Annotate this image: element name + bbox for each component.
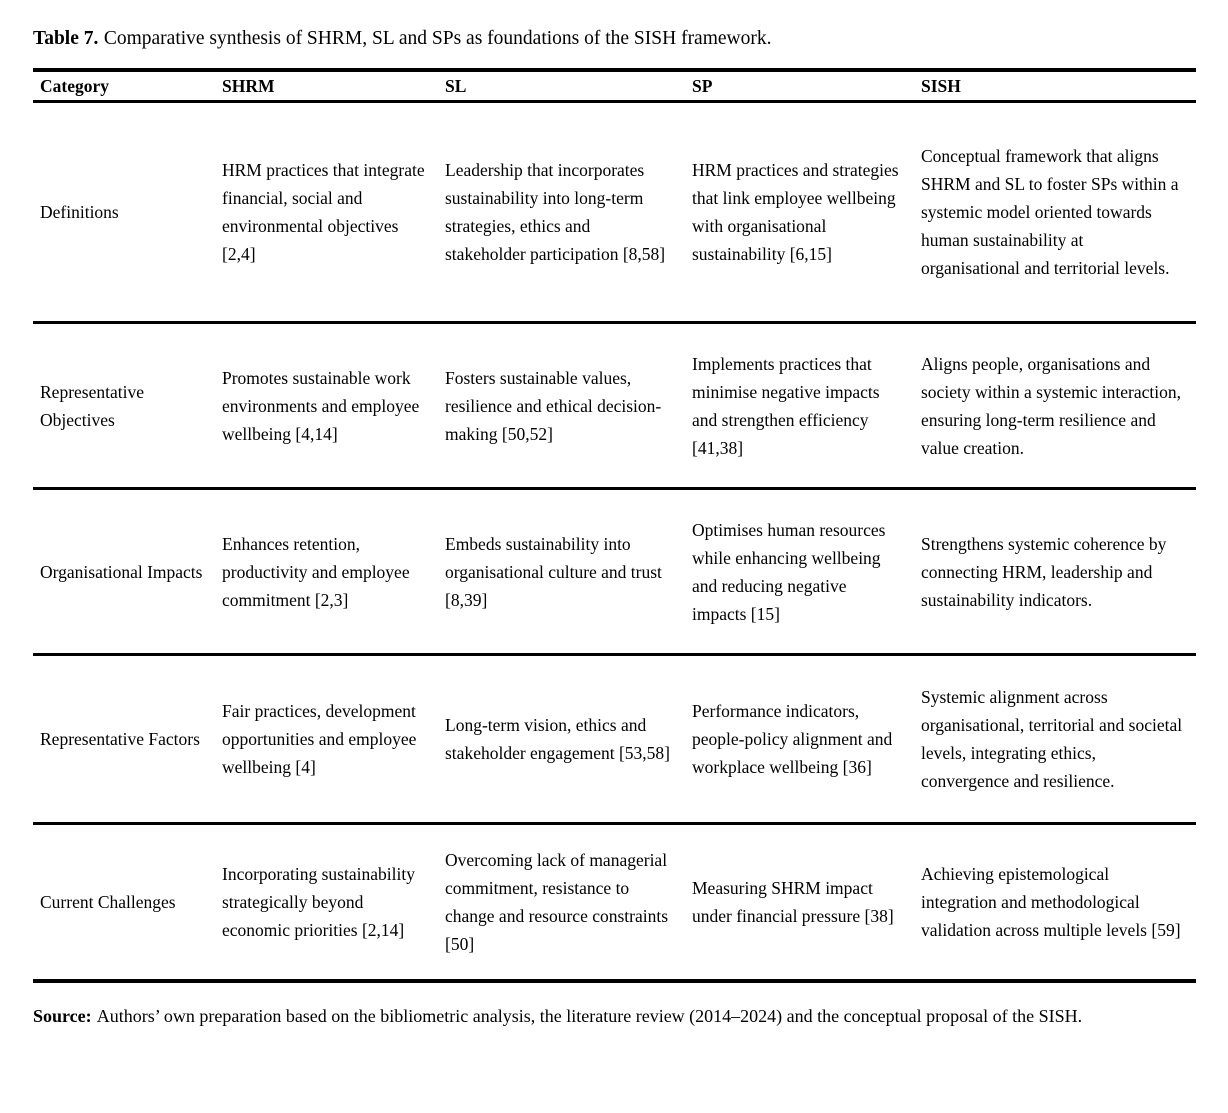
cell-shrm: Enhances retention, productivity and emp… — [222, 533, 410, 610]
cell-category: Current Challenges — [40, 891, 176, 912]
cell-shrm: Incorporating sustainability strategical… — [222, 863, 415, 940]
cell-sish: Conceptual framework that aligns SHRM an… — [921, 146, 1179, 278]
header-sish: SISH — [914, 70, 1196, 103]
header-category: Category — [33, 70, 215, 103]
cell-sish: Achieving epistemological integration an… — [921, 863, 1181, 940]
table-row-current-challenges: Current Challenges Incorporating sustain… — [33, 824, 1196, 981]
source-note-text: Authors’ own preparation based on the bi… — [96, 1005, 1083, 1026]
table-row-definitions: Definitions HRM practices that integrate… — [33, 102, 1196, 323]
cell-sish: Systemic alignment across organisational… — [921, 687, 1183, 791]
cell-sp: Implements practices that minimise negat… — [692, 353, 880, 458]
cell-sl: Long-term vision, ethics and stakeholder… — [445, 715, 670, 763]
document-page: Table 7. Comparative synthesis of SHRM, S… — [33, 26, 1196, 1035]
table-row-representative-objectives: Representative Objectives Promotes susta… — [33, 323, 1196, 489]
cell-shrm: HRM practices that integrate financial, … — [222, 160, 425, 264]
table-caption-label: Table 7. — [33, 28, 99, 49]
cell-sp: Performance indicators, people-policy al… — [692, 701, 893, 777]
table-caption: Table 7. Comparative synthesis of SHRM, S… — [33, 26, 1196, 52]
source-note: Source: Authors’ own preparation based on… — [33, 997, 1196, 1035]
cell-sish: Aligns people, organisations and society… — [921, 353, 1182, 458]
cell-sp: HRM practices and strategies that link e… — [692, 160, 899, 264]
cell-category: Organisational Impacts — [40, 561, 203, 582]
cell-shrm: Fair practices, development opportunitie… — [222, 701, 417, 777]
cell-sl: Fosters sustainable values, resilience a… — [445, 367, 662, 444]
cell-sl: Overcoming lack of managerial commitment… — [445, 849, 669, 954]
table-row-organisational-impacts: Organisational Impacts Enhances retentio… — [33, 489, 1196, 655]
cell-category: Representative Objectives — [40, 381, 144, 430]
source-note-label: Source: — [33, 1005, 92, 1026]
cell-sp: Optimises human resources while enhancin… — [692, 519, 886, 624]
comparative-synthesis-table: Category SHRM SL SP SISH Definitions HRM… — [33, 68, 1196, 983]
cell-sl: Embeds sustainability into organisationa… — [445, 533, 662, 610]
cell-sp: Measuring SHRM impact under financial pr… — [692, 877, 894, 926]
header-sl: SL — [438, 70, 685, 103]
table-caption-text: Comparative synthesis of SHRM, SL and SP… — [103, 28, 772, 49]
table-header-row: Category SHRM SL SP SISH — [33, 70, 1196, 103]
cell-category: Definitions — [40, 202, 119, 222]
table-row-representative-factors: Representative Factors Fair practices, d… — [33, 655, 1196, 824]
cell-sl: Leadership that incorporates sustainabil… — [445, 160, 666, 264]
header-shrm: SHRM — [215, 70, 438, 103]
header-sp: SP — [685, 70, 914, 103]
cell-sish: Strengthens systemic coherence by connec… — [921, 533, 1167, 610]
cell-shrm: Promotes sustainable work environments a… — [222, 367, 420, 444]
cell-category: Representative Factors — [40, 729, 200, 749]
